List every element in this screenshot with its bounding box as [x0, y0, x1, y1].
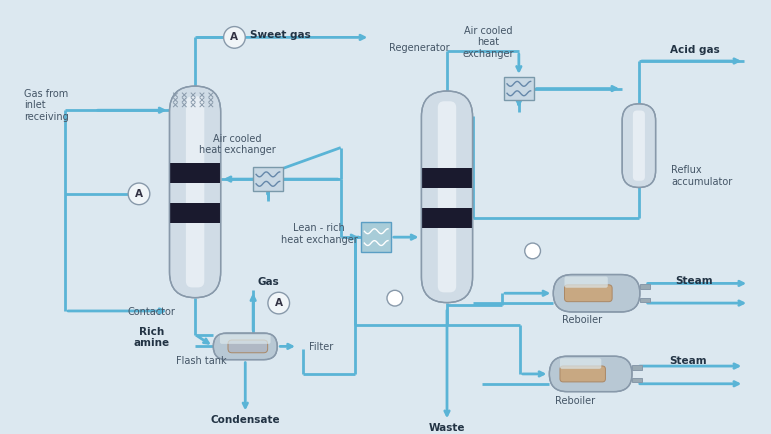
Text: Air cooled
heat exchanger: Air cooled heat exchanger — [199, 134, 276, 155]
FancyBboxPatch shape — [554, 275, 640, 312]
FancyBboxPatch shape — [633, 111, 645, 181]
Text: Gas: Gas — [257, 277, 279, 287]
FancyBboxPatch shape — [253, 167, 283, 191]
FancyBboxPatch shape — [560, 358, 601, 369]
Bar — [632, 378, 641, 382]
Text: Flash tank: Flash tank — [176, 356, 227, 366]
Text: Reboiler: Reboiler — [562, 315, 602, 325]
Text: A: A — [135, 189, 143, 199]
FancyBboxPatch shape — [170, 163, 221, 183]
Text: Filter: Filter — [309, 342, 334, 352]
FancyBboxPatch shape — [422, 168, 473, 188]
FancyBboxPatch shape — [422, 91, 473, 302]
FancyBboxPatch shape — [422, 208, 473, 228]
Circle shape — [268, 292, 290, 314]
FancyBboxPatch shape — [564, 285, 612, 302]
FancyBboxPatch shape — [186, 96, 204, 287]
FancyBboxPatch shape — [438, 101, 456, 293]
Text: Rich
amine: Rich amine — [133, 327, 170, 349]
FancyBboxPatch shape — [170, 203, 221, 223]
Text: Reboiler: Reboiler — [555, 395, 595, 406]
FancyBboxPatch shape — [564, 276, 608, 288]
Circle shape — [224, 26, 245, 48]
Text: A: A — [231, 33, 238, 43]
Text: Reflux
accumulator: Reflux accumulator — [672, 165, 732, 187]
FancyBboxPatch shape — [214, 333, 278, 360]
Text: Steam: Steam — [675, 276, 713, 286]
Circle shape — [525, 243, 540, 259]
Text: Air cooled
heat
exchanger: Air cooled heat exchanger — [463, 26, 514, 59]
Text: Steam: Steam — [669, 356, 707, 366]
Bar — [640, 298, 650, 302]
Text: Lean - rich
heat exchanger: Lean - rich heat exchanger — [281, 224, 358, 245]
Text: Waste: Waste — [429, 423, 465, 433]
FancyBboxPatch shape — [550, 356, 632, 391]
FancyBboxPatch shape — [220, 335, 271, 344]
FancyBboxPatch shape — [560, 366, 605, 382]
Text: Gas from
inlet
receiving: Gas from inlet receiving — [24, 89, 69, 122]
Bar — [640, 284, 650, 289]
FancyBboxPatch shape — [170, 86, 221, 298]
Text: Acid gas: Acid gas — [670, 45, 720, 55]
Text: A: A — [274, 298, 283, 308]
Text: Sweet gas: Sweet gas — [251, 30, 311, 40]
FancyBboxPatch shape — [504, 77, 534, 100]
FancyBboxPatch shape — [228, 340, 268, 353]
FancyBboxPatch shape — [622, 104, 655, 187]
Text: Condensate: Condensate — [210, 415, 280, 425]
Circle shape — [128, 183, 150, 205]
Circle shape — [387, 290, 402, 306]
Text: Contactor: Contactor — [128, 307, 176, 317]
Bar — [632, 365, 641, 370]
FancyBboxPatch shape — [362, 222, 391, 252]
Text: Regenerator: Regenerator — [389, 43, 449, 53]
